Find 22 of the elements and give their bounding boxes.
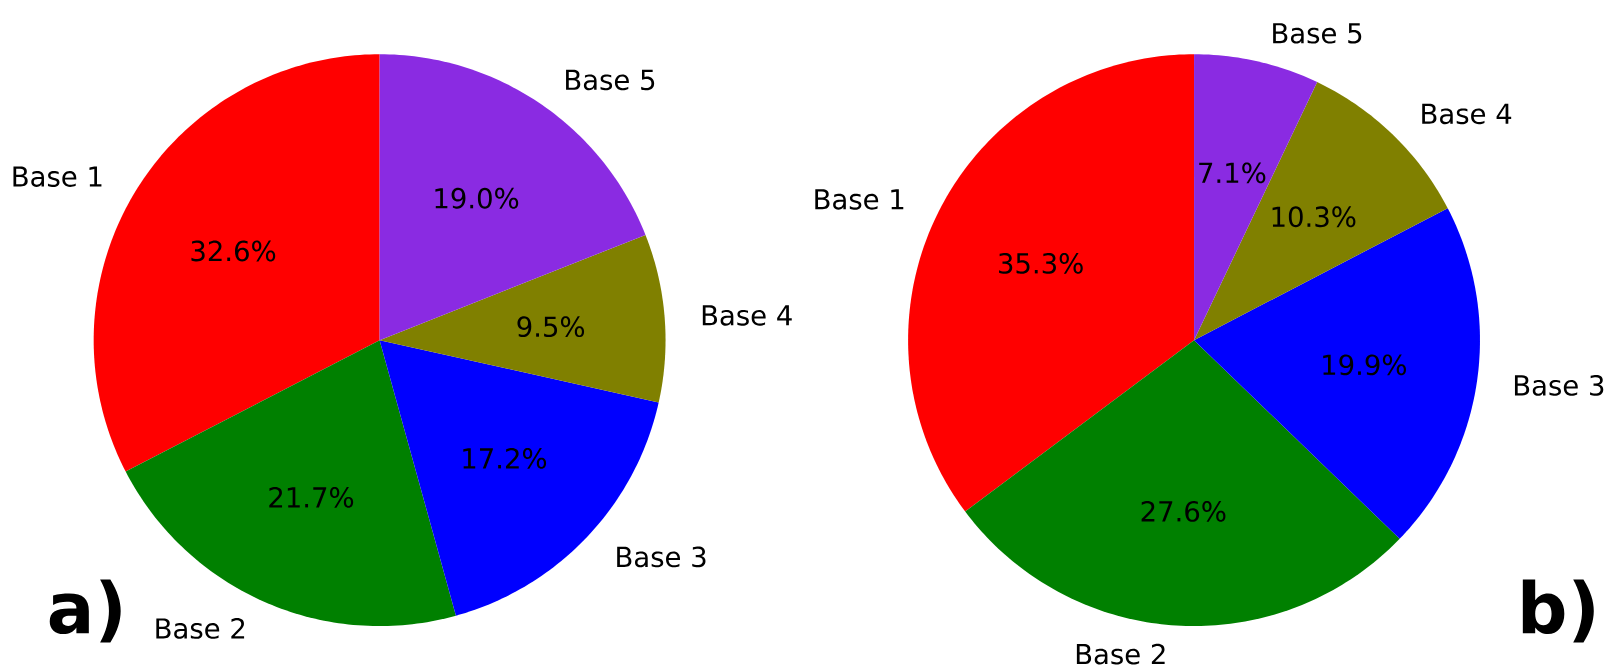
data-label: 19.9% (1323, 354, 1406, 376)
slice-label: Base 5 (1273, 23, 1362, 44)
data-label: 19.0% (435, 187, 519, 209)
slice-label: Base 1 (13, 166, 102, 187)
slice-label: Base 1 (815, 189, 904, 210)
slice-label: Base 3 (1514, 374, 1604, 396)
slice-label: Base 4 (702, 305, 792, 326)
data-label: 27.6% (1141, 500, 1226, 522)
data-label: 17.2% (463, 447, 547, 469)
slice-label: Base 3 (617, 546, 706, 568)
slice-label: Base 2 (156, 618, 245, 639)
data-label: 10.3% (1272, 206, 1356, 228)
data-label: 9.5% (517, 316, 585, 338)
data-label: 21.7% (269, 486, 354, 508)
slice-label: Base 4 (1422, 103, 1512, 125)
data-label: 32.6% (191, 240, 276, 262)
data-label: 35.3% (999, 252, 1083, 274)
slice-label: Base 5 (566, 69, 655, 91)
text: a) (49, 579, 121, 643)
slice-label: Base 2 (1076, 643, 1165, 665)
data-label: 7.1% (1199, 162, 1266, 184)
text: b) (1522, 579, 1594, 643)
